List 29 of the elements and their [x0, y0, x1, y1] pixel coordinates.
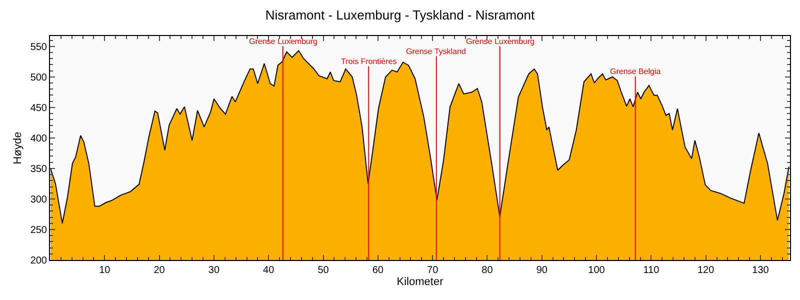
ref-line-label: Grense Luxemburg: [249, 37, 318, 46]
y-tick-label: 400: [30, 133, 48, 144]
x-tick-label: 30: [208, 265, 220, 276]
x-tick-label: 40: [263, 265, 275, 276]
x-tick-label: 50: [318, 265, 330, 276]
y-tick-label: 300: [30, 194, 48, 206]
x-tick-label: 80: [482, 265, 494, 276]
y-tick-label: 450: [30, 102, 48, 114]
ref-line-label: Grense Luxemburg: [466, 37, 534, 46]
x-tick-label: 10: [99, 265, 111, 276]
x-tick-label: 60: [372, 265, 384, 276]
y-tick-label: 550: [30, 42, 48, 53]
x-tick-label: 90: [536, 265, 548, 276]
y-tick-label: 200: [30, 256, 48, 266]
x-axis-title: Kilometer: [396, 276, 444, 288]
ref-line-label: Grense Belgia: [610, 67, 662, 76]
chart-title: Nisramont - Luxemburg - Tyskland - Nisramont: [265, 8, 535, 23]
ref-line-label: Trois Frontières: [341, 57, 397, 66]
x-tick-label: 70: [427, 265, 439, 276]
ref-line-label: Grense Tyskland: [406, 47, 466, 56]
y-tick-label: 500: [30, 72, 48, 84]
x-tick-label: 20: [154, 265, 166, 276]
y-tick-label: 250: [30, 224, 48, 236]
x-tick-label: 120: [697, 265, 715, 276]
y-tick-label: 350: [30, 164, 48, 175]
x-tick-label: 110: [643, 265, 660, 276]
y-axis-title: Høyde: [12, 132, 24, 164]
x-tick-label: 130: [752, 265, 770, 276]
x-tick-label: 100: [588, 265, 606, 276]
